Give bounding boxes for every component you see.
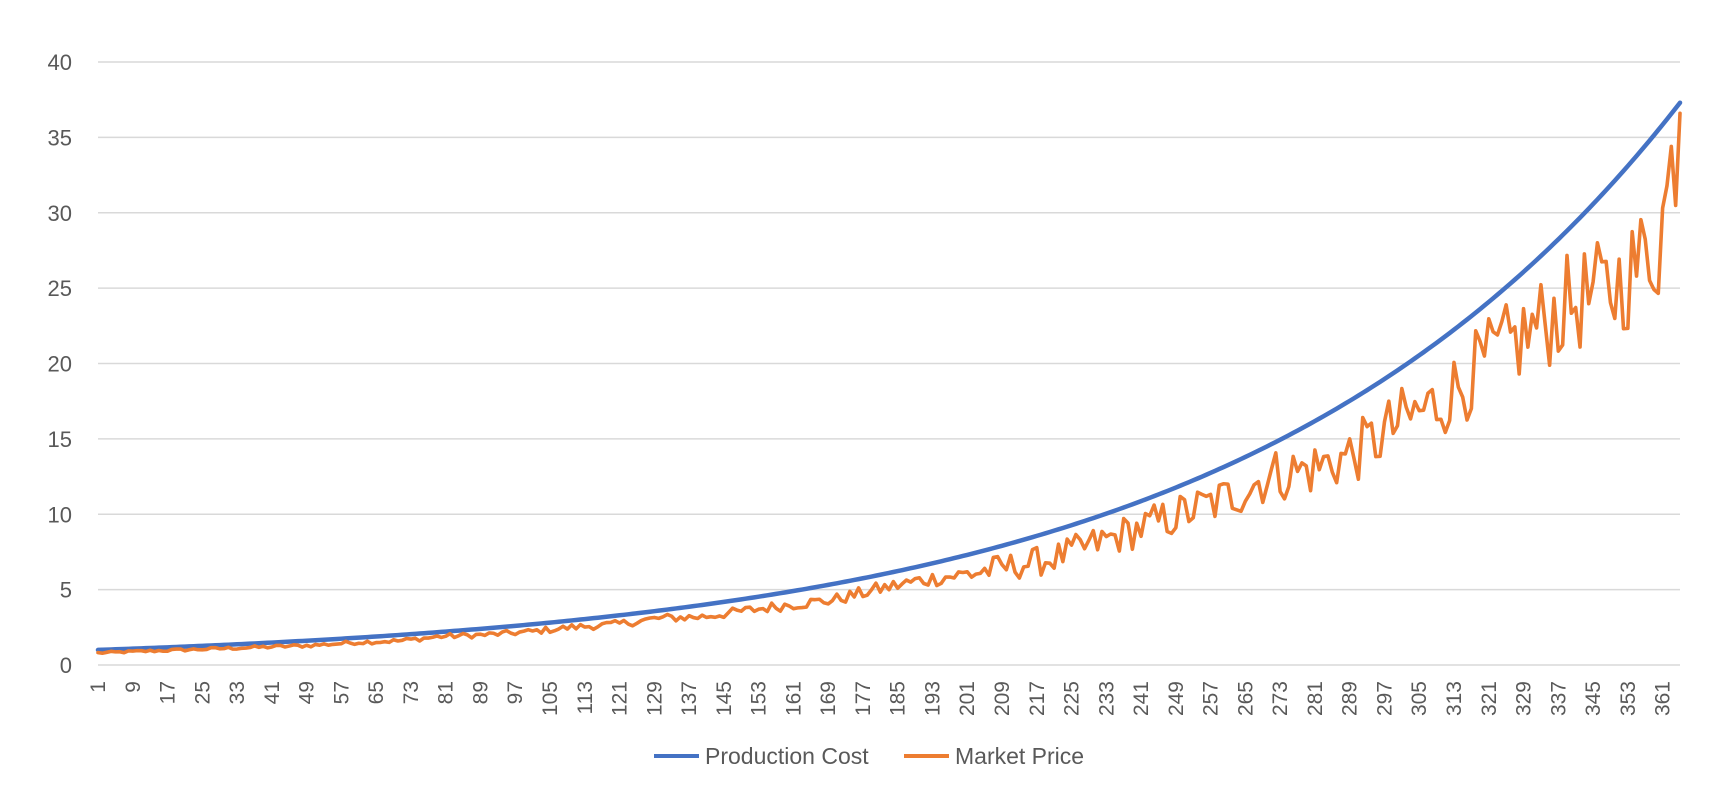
x-tick-label: 225 <box>1061 681 1084 716</box>
x-tick-label: 337 <box>1547 681 1570 716</box>
x-tick-label: 361 <box>1652 681 1675 716</box>
y-tick-label: 25 <box>48 276 72 301</box>
x-tick-label: 209 <box>991 681 1014 716</box>
x-tick-label: 81 <box>435 681 458 704</box>
x-tick-label: 9 <box>122 681 145 693</box>
x-tick-label: 97 <box>504 681 527 704</box>
y-tick-label: 10 <box>48 502 72 527</box>
x-tick-label: 329 <box>1513 681 1536 716</box>
x-tick-label: 177 <box>852 681 875 716</box>
x-tick-label: 265 <box>1234 681 1257 716</box>
x-tick-label: 305 <box>1408 681 1431 716</box>
x-tick-label: 353 <box>1617 681 1640 716</box>
x-tick-label: 233 <box>1095 681 1118 716</box>
x-tick-label: 65 <box>365 681 388 704</box>
x-tick-label: 129 <box>643 681 666 716</box>
y-tick-label: 5 <box>60 578 72 603</box>
x-tick-label: 193 <box>921 681 944 716</box>
x-tick-label: 89 <box>469 681 492 704</box>
x-tick-label: 57 <box>330 681 353 704</box>
x-tick-label: 25 <box>191 681 214 704</box>
y-tick-label: 0 <box>60 653 72 678</box>
x-tick-label: 201 <box>956 681 979 716</box>
series-line-market-price <box>96 111 1682 656</box>
x-tick-label: 105 <box>539 681 562 716</box>
x-tick-label: 185 <box>887 681 910 716</box>
series-lines <box>95 100 1683 656</box>
x-tick-label: 297 <box>1373 681 1396 716</box>
x-tick-label: 281 <box>1304 681 1327 716</box>
series-line-production-cost <box>95 100 1683 653</box>
y-tick-label: 15 <box>48 427 72 452</box>
y-tick-label: 30 <box>48 201 72 226</box>
y-tick-label: 40 <box>48 50 72 75</box>
x-tick-label: 1 <box>87 681 110 693</box>
legend: Production Cost Market Price <box>654 743 1084 769</box>
y-tick-label: 35 <box>48 125 72 150</box>
y-tick-label: 20 <box>48 352 72 377</box>
x-tick-label: 345 <box>1582 681 1605 716</box>
legend-label-market-price: Market Price <box>955 743 1084 769</box>
x-tick-label: 73 <box>400 681 423 704</box>
x-tick-label: 289 <box>1339 681 1362 716</box>
x-tick-label: 33 <box>226 681 249 704</box>
x-tick-label: 113 <box>574 681 597 714</box>
x-tick-label: 41 <box>261 681 284 704</box>
x-tick-label: 313 <box>1443 681 1466 716</box>
x-tick-label: 257 <box>1200 681 1223 716</box>
x-axis-ticks: 1 9 17 25 33 41 49 57 65 73 81 89 97 105 113 121 129 137 1… <box>87 681 1675 716</box>
x-tick-label: 321 <box>1478 681 1501 716</box>
gridlines <box>98 61 1680 666</box>
x-tick-label: 145 <box>713 681 736 716</box>
x-tick-label: 249 <box>1165 681 1188 716</box>
x-tick-label: 241 <box>1130 681 1153 716</box>
x-tick-label: 17 <box>157 681 180 704</box>
legend-label-production-cost: Production Cost <box>705 743 869 769</box>
x-tick-label: 153 <box>748 681 771 716</box>
y-axis-ticks: 0 5 10 15 20 25 30 35 40 <box>48 50 72 678</box>
x-tick-label: 121 <box>609 681 632 716</box>
x-tick-label: 169 <box>817 681 840 716</box>
x-tick-label: 49 <box>296 681 319 704</box>
x-tick-label: 217 <box>1026 681 1049 716</box>
x-tick-label: 273 <box>1269 681 1292 716</box>
x-tick-label: 161 <box>782 681 805 716</box>
x-tick-label: 137 <box>678 681 701 716</box>
